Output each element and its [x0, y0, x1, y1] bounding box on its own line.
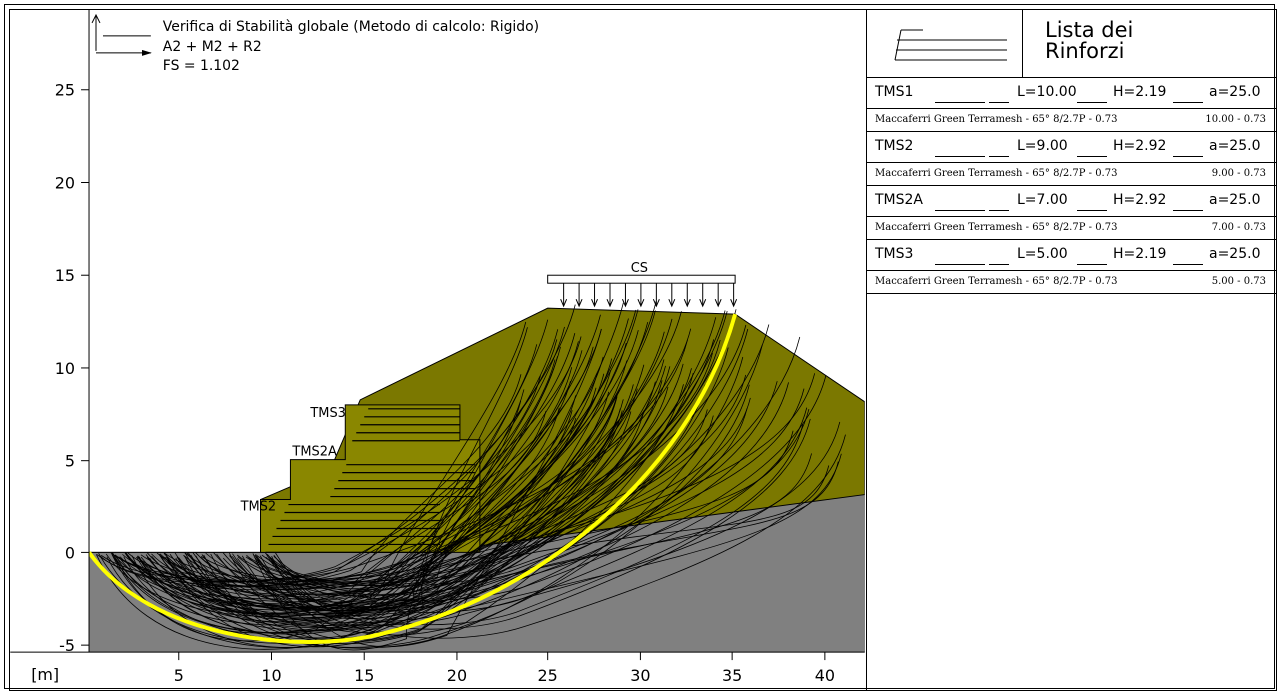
- x-tick-label: 20: [447, 666, 467, 685]
- reinforcement-height: H=2.19: [1113, 84, 1167, 100]
- analysis-combination: A2 + M2 + R2: [163, 39, 262, 55]
- x-tick-label: 35: [722, 666, 742, 685]
- reinforcement-row: TMS2 L=9.00 H=2.92 a=25.0 Maccaferri Green T…: [867, 132, 1276, 186]
- arrow-up-icon: [91, 13, 101, 24]
- list-title-line2: Rinforzi: [1045, 39, 1125, 63]
- reinforcement-product: Maccaferri Green Terramesh - 65° 8/2.7P …: [875, 114, 1118, 125]
- reinforcement-layers: [265, 408, 475, 554]
- x-tick-label: 25: [538, 666, 558, 685]
- x-tick-label: 10: [261, 666, 281, 685]
- reinforcement-angle: a=25.0: [1209, 138, 1261, 154]
- reinforcement-main: TMS1 L=10.00 H=2.19 a=25.0: [867, 78, 1276, 109]
- layers-logo-icon: [867, 10, 1023, 77]
- reinforcement-length: L=10.00: [1017, 84, 1077, 100]
- reinforcement-product: Maccaferri Green Terramesh - 65° 8/2.7P …: [875, 276, 1118, 287]
- reinforcement-angle: a=25.0: [1209, 246, 1261, 262]
- surcharge-load: CS: [547, 261, 738, 308]
- reinforcement-name: TMS1: [875, 84, 914, 100]
- list-title-line1: Lista dei: [1045, 18, 1134, 42]
- reinforcement-row: TMS2A L=7.00 H=2.92 a=25.0 Maccaferri Green …: [867, 186, 1276, 240]
- y-tick-label: -5: [59, 636, 75, 655]
- reinforcement-name: TMS2: [875, 138, 914, 154]
- list-header: Lista dei Rinforzi: [867, 10, 1276, 78]
- y-tick-label: 15: [55, 266, 75, 285]
- reinforcement-dims: 10.00 - 0.73: [1205, 114, 1266, 125]
- y-axis-ticks: 25 20 15 10 5 0 -5: [55, 81, 90, 655]
- y-tick-label: 0: [65, 543, 75, 562]
- reinforcement-main: TMS2A L=7.00 H=2.92 a=25.0: [867, 186, 1276, 217]
- reinforcement-row: TMS3 L=5.00 H=2.19 a=25.0 Maccaferri Green T…: [867, 240, 1276, 294]
- reinforcement-detail: Maccaferri Green Terramesh - 65° 8/2.7P …: [867, 109, 1276, 132]
- y-tick-label: 10: [55, 359, 75, 378]
- reinforcement-detail: Maccaferri Green Terramesh - 65° 8/2.7P …: [867, 163, 1276, 186]
- y-tick-label: 20: [55, 173, 75, 192]
- reinforcement-dims: 9.00 - 0.73: [1211, 168, 1266, 179]
- x-axis-ticks: 5 10 15 20 25 30 35 40: [174, 652, 835, 685]
- reinforcement-length: L=7.00: [1017, 192, 1068, 208]
- x-tick-label: 15: [354, 666, 374, 685]
- analysis-title: Verifica di Stabilità globale (Metodo di…: [163, 19, 539, 35]
- reinforcement-items: TMS1 L=10.00 H=2.19 a=25.0 Maccaferri Green …: [867, 78, 1276, 294]
- reinforcement-name: TMS3: [875, 246, 914, 262]
- reinforcement-row: TMS1 L=10.00 H=2.19 a=25.0 Maccaferri Green …: [867, 78, 1276, 132]
- x-tick-label: 40: [815, 666, 835, 685]
- list-title: Lista dei Rinforzi: [1045, 20, 1133, 62]
- reinforcement-list-panel: Lista dei Rinforzi TMS1 L=10.00 H=2.19 a=25…: [867, 9, 1277, 691]
- x-tick-label: 30: [630, 666, 650, 685]
- y-tick-label: 5: [65, 452, 75, 471]
- reinforcement-height: H=2.19: [1113, 246, 1167, 262]
- unit-label: [m]: [31, 665, 59, 684]
- reinforcement-height: H=2.92: [1113, 192, 1167, 208]
- reinforced-block: [260, 404, 481, 553]
- reinforcement-height: H=2.92: [1113, 138, 1167, 154]
- reinforcement-main: TMS3 L=5.00 H=2.19 a=25.0: [867, 240, 1276, 271]
- reinforcement-length: L=5.00: [1017, 246, 1068, 262]
- drawing-frame: [4, 4, 1275, 689]
- tms2-label: TMS2: [240, 500, 277, 515]
- reinforcement-length: L=9.00: [1017, 138, 1068, 154]
- reinforcement-dims: 5.00 - 0.73: [1211, 276, 1266, 287]
- y-tick-label: 25: [55, 81, 75, 100]
- section-drawing-panel: CS TMS3 TMS2A TMS2 25 20 15 10 5 0 -5 5 10 15 20 2…: [9, 9, 867, 691]
- load-label: CS: [631, 261, 648, 276]
- safety-factor: FS = 1.102: [163, 58, 240, 74]
- slip-surfaces: [95, 301, 846, 651]
- reinforcement-product: Maccaferri Green Terramesh - 65° 8/2.7P …: [875, 222, 1118, 233]
- critical-slip-surface: [89, 313, 738, 644]
- reinforcement-product: Maccaferri Green Terramesh - 65° 8/2.7P …: [875, 168, 1118, 179]
- reinforcement-dims: 7.00 - 0.73: [1211, 222, 1266, 233]
- reinforcement-angle: a=25.0: [1209, 84, 1261, 100]
- tms3-label: TMS3: [309, 406, 346, 421]
- reinforcement-detail: Maccaferri Green Terramesh - 65° 8/2.7P …: [867, 271, 1276, 294]
- x-tick-label: 5: [174, 666, 184, 685]
- tms2a-label: TMS2A: [291, 445, 337, 460]
- reinforcement-detail: Maccaferri Green Terramesh - 65° 8/2.7P …: [867, 217, 1276, 240]
- reinforcement-angle: a=25.0: [1209, 192, 1261, 208]
- reinforcement-name: TMS2A: [875, 192, 924, 208]
- reinforcement-main: TMS2 L=9.00 H=2.92 a=25.0: [867, 132, 1276, 163]
- analysis-header: Verifica di Stabilità globale (Metodo di…: [91, 13, 539, 74]
